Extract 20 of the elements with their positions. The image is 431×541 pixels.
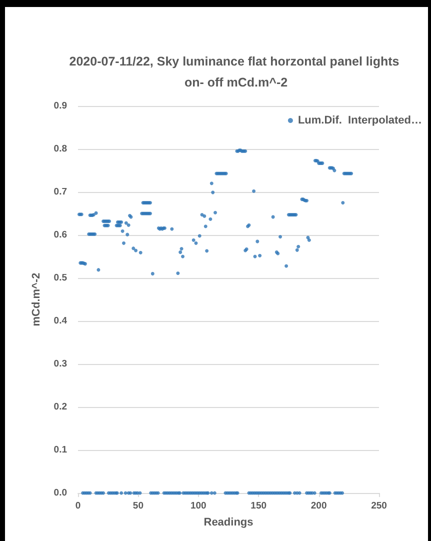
y-tick-label: 0.0 (54, 488, 67, 498)
y-tick-label: 0.2 (54, 402, 67, 412)
x-tick-label: 50 (132, 500, 144, 512)
x-tick-label: 150 (250, 500, 267, 512)
y-tick-label: 0.6 (54, 230, 67, 240)
y-tick-label: 0.4 (54, 316, 68, 326)
x-tick-label: 200 (310, 500, 327, 512)
y-tick-label: 0.9 (54, 100, 67, 112)
legend-label: Lum.Dif. Interpolated… (298, 114, 422, 126)
y-tick-label: 0.5 (54, 272, 68, 284)
y-tick-label: 0.8 (54, 144, 67, 154)
y-axis-title: mCd.m^-2 (30, 272, 42, 326)
chart-title: 2020-07-11/22, Sky luminance flat horzontal panel lights on- off mCd.m^-2 (69, 54, 403, 90)
y-tick-label: 0.3 (54, 358, 67, 370)
x-axis-title: Readings (204, 516, 254, 528)
y-tick-label: 0.1 (54, 444, 68, 456)
y-tick-label: 0.7 (54, 186, 67, 198)
x-tick-label: 0 (75, 500, 81, 512)
x-tick-label: 100 (190, 500, 206, 512)
x-tick-label: 250 (371, 500, 387, 512)
